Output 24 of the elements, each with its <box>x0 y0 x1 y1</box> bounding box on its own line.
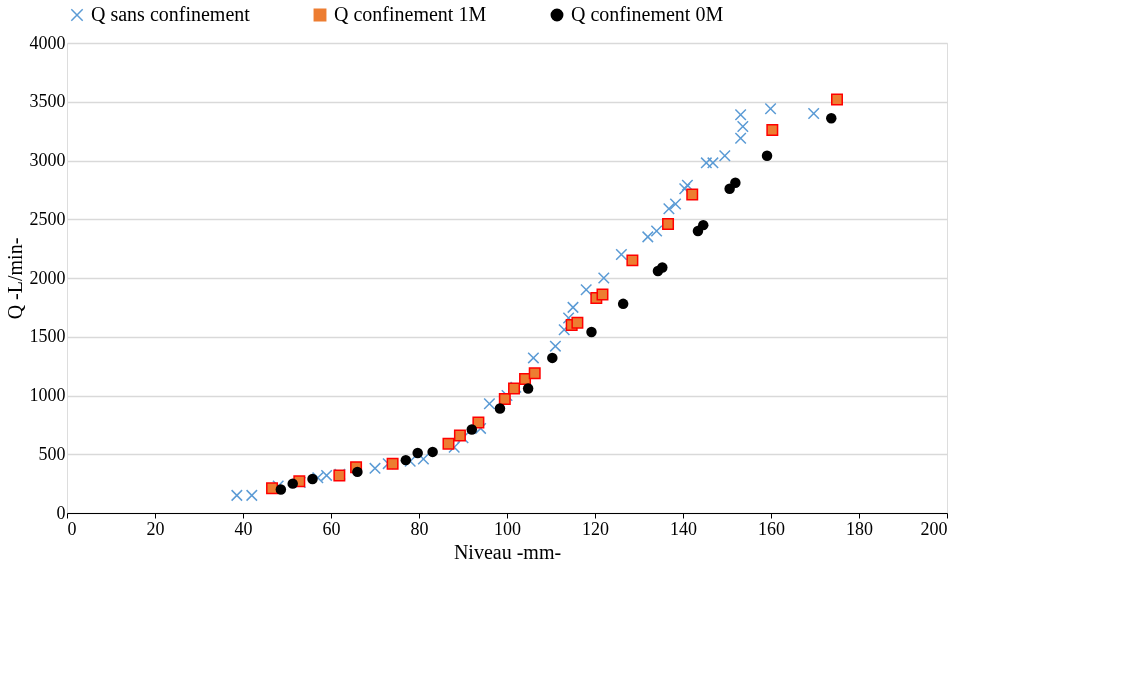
y-tick-label: 0 <box>56 502 66 523</box>
y-tick-label: 3000 <box>29 150 66 170</box>
legend-label: Q confinement 1M <box>334 3 487 25</box>
x-tick-label: 80 <box>410 518 429 539</box>
y-axis-title: Q -L/min- <box>3 237 26 320</box>
x-tick-label: 200 <box>920 518 948 539</box>
legend-label: Q confinement 0M <box>571 3 724 25</box>
x-axis-title: Niveau -mm- <box>453 540 562 563</box>
y-tick-label: 1000 <box>29 385 66 405</box>
y-tick-label: 500 <box>38 443 66 464</box>
y-tick-label: 2000 <box>29 267 66 288</box>
x-tick-label: 120 <box>582 518 609 539</box>
x-tick-label: 60 <box>322 518 341 539</box>
x-tick-label: 40 <box>234 518 253 539</box>
y-tick-label: 1500 <box>29 326 66 347</box>
y-tick-label: 4000 <box>29 32 66 53</box>
x-tick-label: 160 <box>758 518 785 539</box>
x-tick-label: 20 <box>146 518 165 539</box>
y-tick-label: 2500 <box>29 208 66 229</box>
legend-label: Q sans confinement <box>91 3 251 25</box>
x-tick-label: 100 <box>494 518 521 539</box>
y-tick-label: 3500 <box>29 91 66 112</box>
x-tick-label: 140 <box>670 518 697 539</box>
x-tick-label: 180 <box>846 518 873 539</box>
